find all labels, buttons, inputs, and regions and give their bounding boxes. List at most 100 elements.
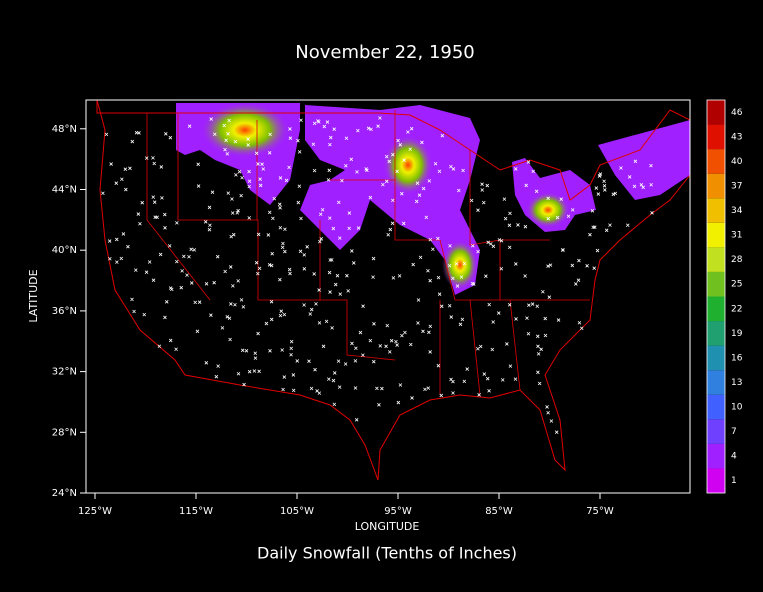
station-marker xyxy=(331,226,336,231)
station-marker xyxy=(266,233,271,237)
station-marker xyxy=(594,186,599,190)
station-marker xyxy=(470,281,475,286)
station-marker xyxy=(209,117,213,121)
station-marker xyxy=(543,333,548,338)
station-marker xyxy=(309,386,314,391)
station-marker xyxy=(328,142,332,147)
station-marker xyxy=(257,369,261,374)
x-axis-label: LONGITUDE xyxy=(355,520,420,533)
station-marker xyxy=(174,347,178,352)
colorbar-label: 10 xyxy=(731,403,743,413)
station-marker xyxy=(385,323,390,328)
station-marker xyxy=(499,266,504,271)
station-marker xyxy=(204,282,209,286)
station-marker xyxy=(222,123,227,128)
station-marker xyxy=(340,178,344,183)
station-marker xyxy=(288,127,292,131)
station-marker xyxy=(302,253,307,257)
station-marker xyxy=(196,162,200,167)
station-marker xyxy=(536,370,540,375)
station-marker xyxy=(449,377,453,382)
station-marker xyxy=(345,273,349,278)
station-marker xyxy=(353,386,358,390)
station-marker xyxy=(237,169,242,174)
colorbar-label: 34 xyxy=(731,206,743,216)
station-marker xyxy=(421,329,425,334)
station-marker xyxy=(144,156,149,160)
station-marker xyxy=(227,316,232,321)
station-marker xyxy=(278,277,282,282)
station-marker xyxy=(157,344,162,349)
station-marker xyxy=(327,377,331,381)
station-marker xyxy=(336,359,341,363)
station-marker xyxy=(354,418,359,422)
station-marker xyxy=(158,252,163,257)
station-marker xyxy=(602,179,606,184)
colorbar-label: 37 xyxy=(731,181,742,191)
station-marker xyxy=(223,147,227,152)
station-marker xyxy=(384,344,388,349)
colorbar-frame xyxy=(706,99,726,494)
y-tick-label: 44°N xyxy=(52,185,77,196)
station-marker xyxy=(313,367,317,372)
station-marker xyxy=(254,260,259,265)
station-marker xyxy=(391,152,395,157)
station-marker xyxy=(267,151,272,155)
station-marker xyxy=(639,183,644,187)
station-marker xyxy=(240,348,245,353)
station-marker xyxy=(337,385,342,389)
station-marker xyxy=(185,273,189,277)
station-marker xyxy=(320,207,325,212)
station-marker xyxy=(491,244,496,249)
x-tick-label: 105°W xyxy=(280,506,314,517)
station-marker xyxy=(120,177,124,182)
station-marker xyxy=(627,175,632,179)
station-marker xyxy=(480,188,485,192)
station-marker xyxy=(574,282,578,286)
station-marker xyxy=(144,270,149,274)
colorbar-swatch xyxy=(707,149,725,174)
station-marker xyxy=(541,289,545,294)
y-tick-label: 28°N xyxy=(52,427,77,438)
station-marker xyxy=(421,186,426,191)
station-marker xyxy=(228,337,232,342)
colorbar-swatch xyxy=(707,296,725,322)
station-marker xyxy=(546,264,550,268)
plot-frame xyxy=(85,99,691,494)
station-marker xyxy=(451,391,455,395)
station-marker xyxy=(317,288,321,292)
station-marker xyxy=(272,196,277,201)
station-marker xyxy=(297,184,302,189)
station-marker xyxy=(236,208,240,213)
station-marker xyxy=(269,317,274,322)
station-marker xyxy=(497,238,502,242)
station-marker xyxy=(126,244,130,249)
station-marker xyxy=(338,292,343,296)
station-marker xyxy=(278,225,283,230)
station-marker xyxy=(109,162,113,166)
station-marker xyxy=(268,132,272,137)
colorbar-swatch xyxy=(707,468,725,493)
colorbar-label: 4 xyxy=(731,452,737,462)
station-marker xyxy=(369,127,373,132)
snow-peak xyxy=(526,192,570,228)
station-marker xyxy=(439,304,444,309)
colorbar-swatch xyxy=(707,124,725,150)
station-marker xyxy=(302,303,306,307)
station-marker xyxy=(566,214,571,219)
station-marker xyxy=(387,159,392,164)
station-marker xyxy=(114,181,119,186)
colorbar-label: 40 xyxy=(731,157,743,167)
station-marker xyxy=(256,232,261,237)
station-marker xyxy=(526,160,531,164)
station-marker xyxy=(416,321,420,325)
station-marker xyxy=(322,124,327,129)
station-marker xyxy=(336,200,341,205)
station-marker xyxy=(203,220,208,224)
station-marker xyxy=(577,258,581,263)
caption: Daily Snowfall (Tenths of Inches) xyxy=(257,544,517,563)
station-marker xyxy=(470,243,475,248)
station-marker xyxy=(130,297,134,302)
